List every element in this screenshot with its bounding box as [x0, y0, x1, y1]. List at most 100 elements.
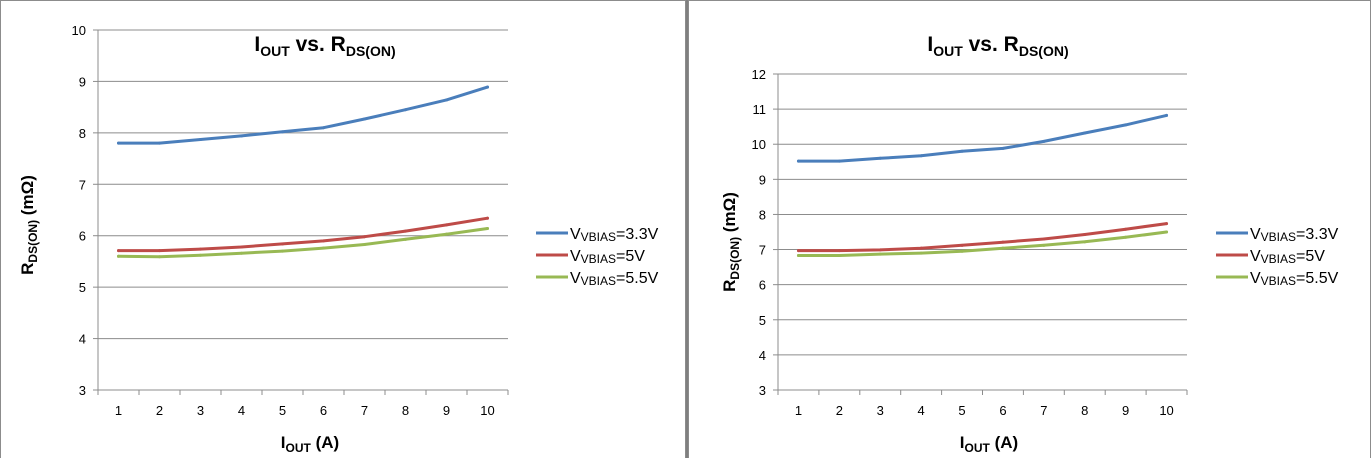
y-tick-label: 5	[759, 313, 766, 328]
data-point	[878, 252, 882, 256]
x-tick-label: 4	[918, 403, 925, 418]
data-point	[445, 98, 448, 102]
data-point	[445, 232, 448, 236]
data-point	[1124, 227, 1128, 231]
data-point	[240, 134, 243, 138]
data-point	[1124, 235, 1128, 239]
series-line-3	[117, 227, 489, 259]
x-tick-label: 3	[877, 403, 884, 418]
x-tick-label: 10	[1159, 403, 1173, 418]
x-tick-label: 5	[958, 403, 965, 418]
series-line-2	[117, 216, 489, 253]
data-point	[1083, 232, 1087, 236]
data-point	[363, 242, 366, 246]
data-point	[1083, 131, 1087, 135]
x-tick-label: 3	[197, 403, 204, 418]
y-tick-label: 10	[752, 137, 766, 152]
y-tick-label: 10	[72, 23, 86, 38]
series-line-3	[797, 230, 1168, 257]
data-point	[1042, 237, 1046, 241]
x-axis-label: IOUT (A)	[960, 433, 1018, 455]
legend-label: VVBIAS=3.3V	[570, 226, 659, 244]
legend-item-1: VVBIAS=3.3V	[536, 226, 659, 244]
data-point	[486, 85, 489, 89]
data-point	[960, 249, 964, 253]
data-point	[1042, 243, 1046, 247]
x-tick-label: 9	[1122, 403, 1129, 418]
data-point	[919, 251, 923, 255]
data-point	[445, 223, 448, 227]
data-point	[404, 237, 407, 241]
data-point	[199, 247, 202, 251]
data-point	[158, 249, 161, 253]
data-point	[796, 249, 800, 253]
y-tick-label: 5	[79, 280, 86, 295]
data-point	[322, 239, 325, 243]
data-point	[837, 159, 841, 163]
x-tick-label: 8	[402, 403, 409, 418]
y-tick-label: 8	[79, 126, 86, 141]
data-point	[363, 117, 366, 121]
data-point	[1083, 240, 1087, 244]
legend-label: VVBIAS=5V	[570, 248, 645, 266]
y-tick-label: 6	[79, 229, 86, 244]
data-point	[1001, 240, 1005, 244]
data-point	[837, 254, 841, 258]
series-line-1	[797, 113, 1168, 163]
data-point	[158, 141, 161, 145]
legend-label: VVBIAS=5V	[1250, 248, 1325, 266]
data-point	[158, 255, 161, 259]
x-tick-label: 2	[836, 403, 843, 418]
y-tick-label: 7	[759, 243, 766, 258]
chart-frame-left	[0, 0, 686, 463]
data-point	[281, 249, 284, 253]
data-point	[117, 141, 120, 145]
data-point	[960, 149, 964, 153]
chart-1: 3 4 5 6 7 8 9 10 1 2 3 4 5 6 7 8 9 10 IOUT vs. RDS(ON) IOUT…	[18, 23, 659, 455]
x-tick-label: 8	[1081, 403, 1088, 418]
x-tick-label: 6	[320, 403, 327, 418]
y-axis-label: RDS(ON) (mΩ)	[720, 192, 742, 292]
x-tick-label: 5	[279, 403, 286, 418]
data-point	[199, 253, 202, 257]
x-axis-label: IOUT (A)	[281, 433, 339, 455]
data-point	[837, 249, 841, 253]
data-point	[117, 254, 120, 258]
data-point	[1001, 246, 1005, 250]
data-point	[404, 229, 407, 233]
chart-title: IOUT vs. RDS(ON)	[254, 33, 395, 59]
data-point	[199, 138, 202, 142]
legend-label: VVBIAS=3.3V	[1250, 226, 1339, 244]
legend-item-2: VVBIAS=5V	[1216, 248, 1325, 266]
x-tick-label: 4	[238, 403, 245, 418]
data-point	[240, 245, 243, 249]
y-tick-label: 7	[79, 177, 86, 192]
x-tick-label: 7	[1040, 403, 1047, 418]
y-tick-label: 9	[759, 172, 766, 187]
data-point	[919, 154, 923, 158]
data-point	[363, 235, 366, 239]
data-point	[117, 249, 120, 253]
y-axis-label: RDS(ON) (mΩ)	[18, 175, 40, 275]
data-point	[1165, 113, 1169, 117]
data-point	[240, 251, 243, 255]
data-point	[960, 243, 964, 247]
chart-frame-right	[688, 0, 1371, 463]
x-tick-label: 9	[443, 403, 450, 418]
y-tick-label: 11	[753, 102, 767, 117]
x-tick-label: 7	[361, 403, 368, 418]
y-tick-label: 4	[79, 332, 86, 347]
x-tick-label: 2	[156, 403, 163, 418]
data-point	[1124, 123, 1128, 127]
x-tick-label: 1	[795, 403, 802, 418]
data-point	[796, 159, 800, 163]
data-point	[281, 130, 284, 134]
data-point	[1165, 230, 1169, 234]
y-tick-label: 12	[752, 67, 766, 82]
data-point	[281, 242, 284, 246]
legend-item-3: VVBIAS=5.5V	[536, 270, 659, 288]
data-point	[1165, 222, 1169, 226]
legend-item-2: VVBIAS=5V	[536, 248, 645, 266]
